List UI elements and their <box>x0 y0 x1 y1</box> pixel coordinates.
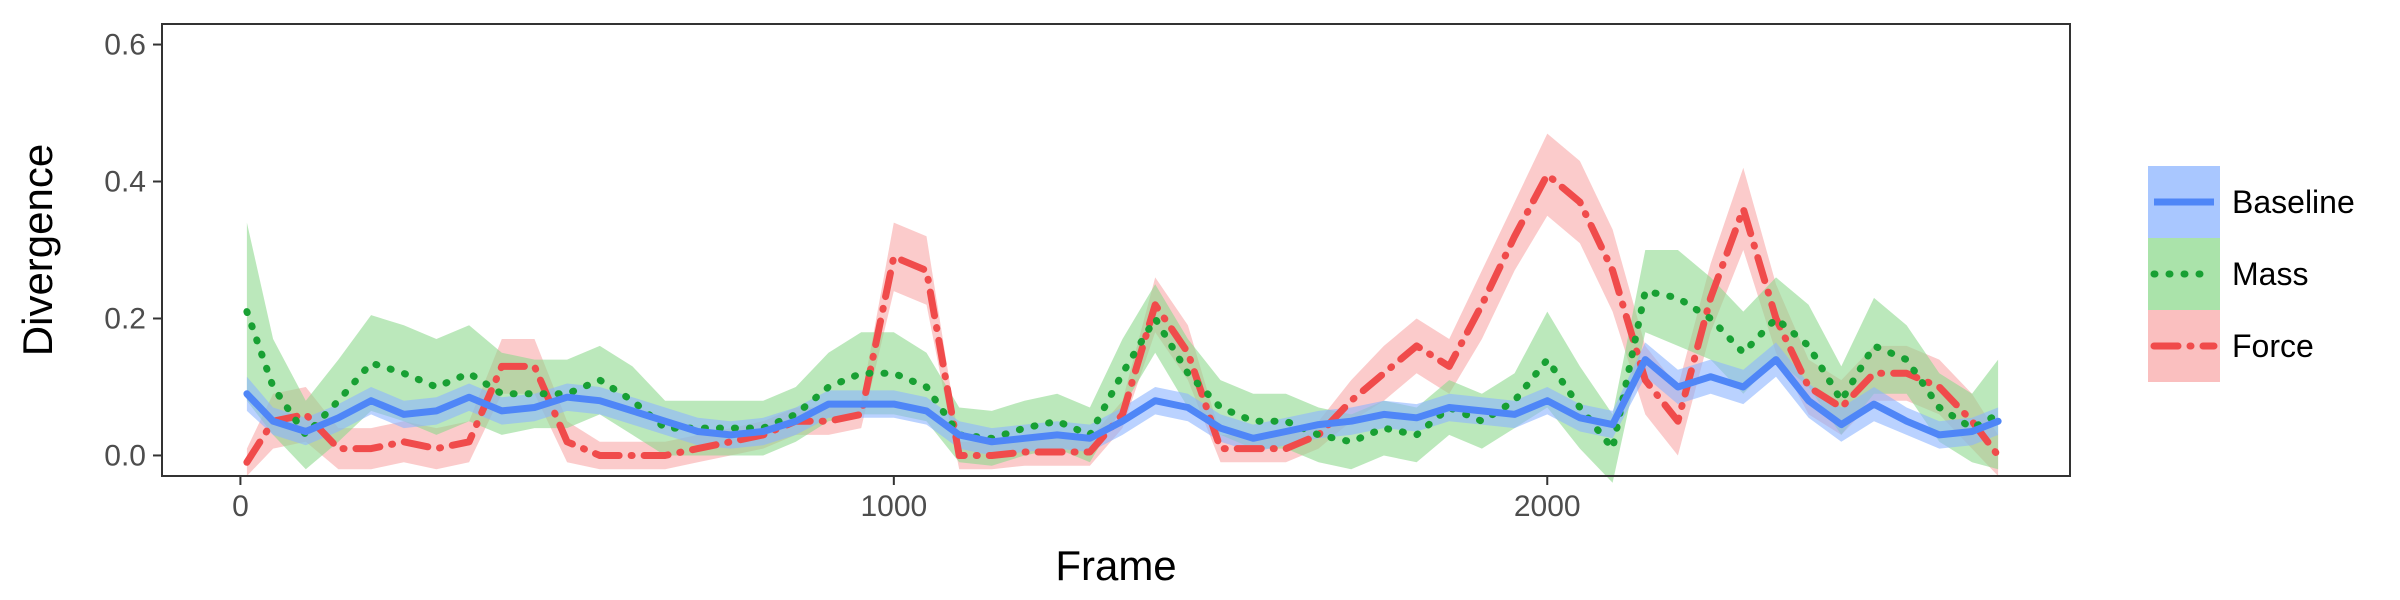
y-axis-title: Divergence <box>14 144 61 356</box>
x-axis-title: Frame <box>1055 542 1176 589</box>
plot-panel-border <box>161 23 2071 477</box>
axes: 0 1000 2000 0.0 0.2 0.4 0.6 <box>104 29 1580 523</box>
y-tick-label: 0.6 <box>104 29 146 62</box>
legend: Baseline Mass Force <box>2148 166 2355 382</box>
y-tick-label: 0.4 <box>104 166 146 199</box>
y-tick-label: 0.2 <box>104 302 146 335</box>
legend-item-mass: Mass <box>2148 238 2308 310</box>
legend-label: Baseline <box>2232 184 2355 220</box>
y-tick-label: 0.0 <box>104 439 146 472</box>
legend-item-baseline: Baseline <box>2148 166 2355 238</box>
x-tick-label: 2000 <box>1514 490 1581 523</box>
series-line-force <box>243 171 2002 466</box>
legend-item-force: Force <box>2148 310 2314 382</box>
series-lines <box>243 171 2002 466</box>
x-tick-label: 1000 <box>860 490 927 523</box>
x-tick-label: 0 <box>232 490 249 523</box>
confidence-bands <box>246 133 1999 483</box>
series-line-mass <box>243 287 2002 453</box>
band-force <box>246 133 1999 476</box>
legend-label: Mass <box>2232 256 2308 292</box>
series-line-baseline <box>243 356 2002 446</box>
legend-label: Force <box>2232 328 2314 364</box>
